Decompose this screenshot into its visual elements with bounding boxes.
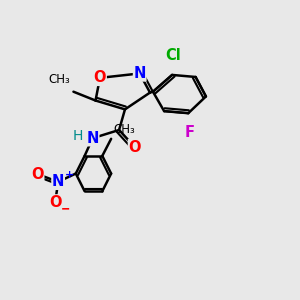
Text: O: O — [128, 140, 141, 154]
Text: O: O — [94, 70, 106, 86]
Text: CH₃: CH₃ — [49, 74, 70, 86]
Text: −: − — [58, 201, 70, 215]
Text: +: + — [65, 170, 74, 180]
Text: CH₃: CH₃ — [113, 123, 135, 136]
Text: F: F — [185, 125, 195, 140]
Text: N: N — [52, 174, 64, 189]
Text: N: N — [134, 66, 146, 81]
Text: H: H — [73, 129, 83, 143]
Text: O: O — [49, 195, 61, 210]
Text: O: O — [31, 167, 44, 182]
Text: Cl: Cl — [166, 48, 182, 63]
Text: N: N — [86, 131, 99, 146]
